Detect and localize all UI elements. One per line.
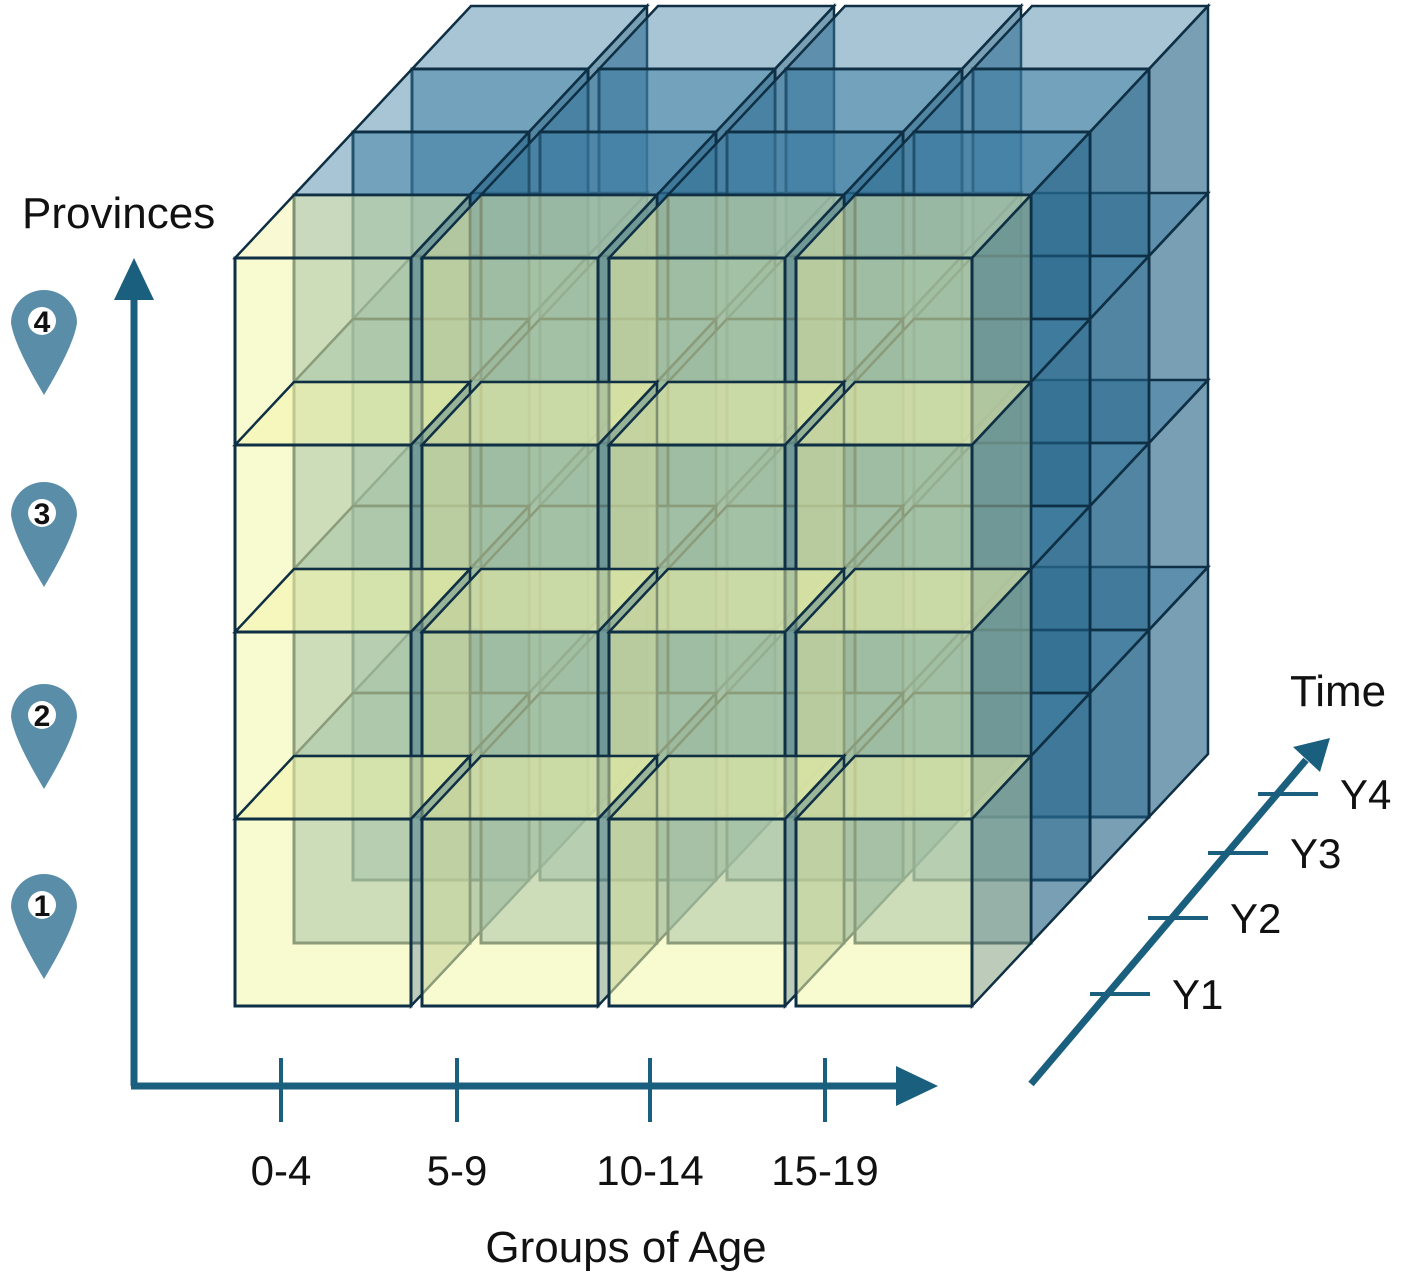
map-pin-shape (11, 874, 77, 979)
map-pin-icon: 4 (11, 290, 77, 395)
age-tick: 15-19 (771, 1058, 879, 1194)
age-tick-label: 15-19 (771, 1147, 878, 1194)
time-tick: Y4 (1258, 771, 1391, 818)
age-tick-label: 5-9 (427, 1147, 488, 1194)
age-tick: 5-9 (427, 1058, 488, 1194)
time-tick-label: Y3 (1290, 830, 1341, 877)
map-pin-shape (11, 482, 77, 587)
cube-cell (232, 191, 473, 449)
cube-cell-front-face (794, 817, 974, 1008)
data-cube (232, 2, 1211, 1010)
time-tick-label: Y2 (1230, 895, 1281, 942)
time-tick: Y3 (1208, 830, 1341, 877)
cube-cell (793, 752, 1034, 1010)
time-tick: Y1 (1090, 971, 1223, 1018)
cube-cell-front-face (607, 630, 787, 821)
map-pin-hole (28, 499, 56, 527)
time-tick-label: Y1 (1172, 971, 1223, 1018)
province-number: 2 (34, 700, 51, 733)
map-pin-icon: 2 (11, 684, 77, 789)
map-pin-hole (28, 891, 56, 919)
province-number: 1 (34, 890, 51, 923)
map-pin-shape (11, 290, 77, 395)
time-axis-title: Time (1290, 667, 1386, 716)
age-axis-arrowhead (896, 1066, 938, 1106)
cube-cell-front-face (607, 817, 787, 1008)
age-tick: 10-14 (596, 1058, 704, 1194)
province-number: 4 (34, 306, 51, 339)
province-markers: 1 2 3 4 (11, 290, 77, 979)
province-number: 3 (34, 498, 51, 531)
age-tick-label: 0-4 (251, 1147, 312, 1194)
provinces-axis: Provinces (22, 189, 215, 1086)
map-pin-hole (28, 701, 56, 729)
cube-cell-front-face (420, 817, 600, 1008)
map-pin-shape (11, 684, 77, 789)
age-axis: 0-4 5-9 10-14 15-19 Groups of Age (131, 1058, 938, 1272)
time-axis-arrowhead (1293, 738, 1330, 772)
age-axis-title: Groups of Age (485, 1223, 766, 1272)
map-pin-hole (28, 307, 56, 335)
provinces-axis-title: Provinces (22, 189, 215, 238)
map-pin-icon: 3 (11, 482, 77, 587)
age-tick: 0-4 (251, 1058, 312, 1194)
provinces-axis-arrowhead (114, 258, 154, 300)
map-pin-icon: 1 (11, 874, 77, 979)
time-layer-Y1 (232, 191, 1034, 1010)
time-tick: Y2 (1148, 895, 1281, 942)
time-axis-line (1028, 757, 1309, 1087)
age-tick-label: 10-14 (596, 1147, 703, 1194)
time-tick-label: Y4 (1340, 771, 1391, 818)
cube-cell-front-face (233, 817, 413, 1008)
age-axis-ticks: 0-4 5-9 10-14 15-19 (251, 1058, 879, 1194)
